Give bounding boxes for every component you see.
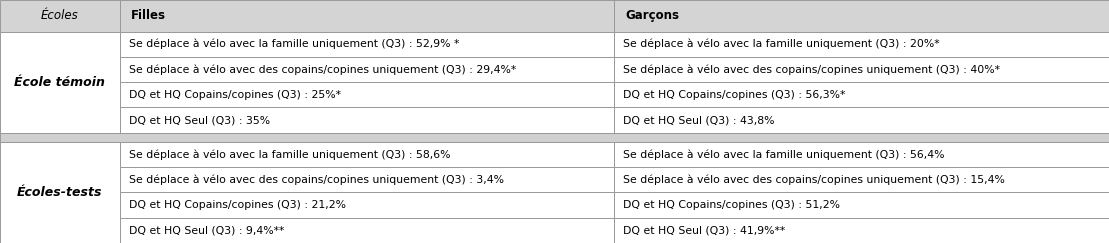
Text: Se déplace à vélo avec la famille uniquement (Q3) : 20%*: Se déplace à vélo avec la famille unique… xyxy=(623,39,940,50)
Bar xyxy=(120,192,614,218)
Text: DQ et HQ Copains/copines (Q3) : 21,2%: DQ et HQ Copains/copines (Q3) : 21,2% xyxy=(129,200,346,210)
Bar xyxy=(0,0,120,32)
Bar xyxy=(614,192,1109,218)
Text: Écoles: Écoles xyxy=(41,9,79,22)
Bar xyxy=(0,32,120,133)
Text: Écoles-tests: Écoles-tests xyxy=(17,186,103,199)
Text: DQ et HQ Seul (Q3) : 35%: DQ et HQ Seul (Q3) : 35% xyxy=(129,115,269,125)
Text: DQ et HQ Seul (Q3) : 43,8%: DQ et HQ Seul (Q3) : 43,8% xyxy=(623,115,775,125)
Bar xyxy=(614,167,1109,192)
Bar xyxy=(120,218,614,243)
Bar xyxy=(614,32,1109,57)
Bar xyxy=(120,167,614,192)
Text: DQ et HQ Seul (Q3) : 9,4%**: DQ et HQ Seul (Q3) : 9,4%** xyxy=(129,225,284,235)
Text: Se déplace à vélo avec des copains/copines uniquement (Q3) : 3,4%: Se déplace à vélo avec des copains/copin… xyxy=(129,174,503,185)
Text: Se déplace à vélo avec la famille uniquement (Q3) : 52,9% *: Se déplace à vélo avec la famille unique… xyxy=(129,39,459,50)
Text: École témoin: École témoin xyxy=(14,76,105,89)
Text: Garçons: Garçons xyxy=(625,9,680,22)
Bar xyxy=(120,82,614,107)
Bar xyxy=(614,218,1109,243)
Text: Filles: Filles xyxy=(131,9,166,22)
Text: Se déplace à vélo avec des copains/copines uniquement (Q3) : 29,4%*: Se déplace à vélo avec des copains/copin… xyxy=(129,64,516,75)
Bar xyxy=(120,57,614,82)
Text: DQ et HQ Copains/copines (Q3) : 25%*: DQ et HQ Copains/copines (Q3) : 25%* xyxy=(129,90,340,100)
Bar xyxy=(120,0,614,32)
Bar xyxy=(614,82,1109,107)
Bar xyxy=(120,32,614,57)
Text: DQ et HQ Copains/copines (Q3) : 51,2%: DQ et HQ Copains/copines (Q3) : 51,2% xyxy=(623,200,841,210)
Text: Se déplace à vélo avec des copains/copines uniquement (Q3) : 40%*: Se déplace à vélo avec des copains/copin… xyxy=(623,64,1000,75)
Bar xyxy=(0,133,1109,142)
Bar xyxy=(120,107,614,133)
Text: Se déplace à vélo avec la famille uniquement (Q3) : 58,6%: Se déplace à vélo avec la famille unique… xyxy=(129,149,450,160)
Bar xyxy=(614,142,1109,167)
Text: Se déplace à vélo avec la famille uniquement (Q3) : 56,4%: Se déplace à vélo avec la famille unique… xyxy=(623,149,945,160)
Text: DQ et HQ Copains/copines (Q3) : 56,3%*: DQ et HQ Copains/copines (Q3) : 56,3%* xyxy=(623,90,846,100)
Bar xyxy=(614,57,1109,82)
Text: Se déplace à vélo avec des copains/copines uniquement (Q3) : 15,4%: Se déplace à vélo avec des copains/copin… xyxy=(623,174,1005,185)
Bar xyxy=(120,142,614,167)
Text: DQ et HQ Seul (Q3) : 41,9%**: DQ et HQ Seul (Q3) : 41,9%** xyxy=(623,225,785,235)
Bar xyxy=(614,107,1109,133)
Bar xyxy=(0,142,120,243)
Bar xyxy=(614,0,1109,32)
